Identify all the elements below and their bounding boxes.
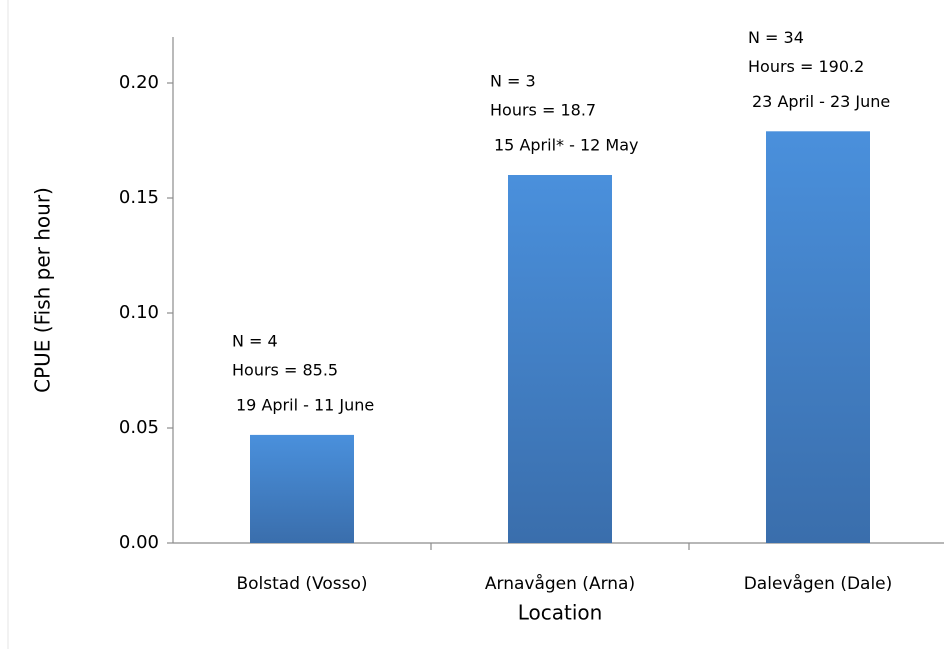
annotation: Hours = 85.5 (232, 360, 338, 379)
bar (250, 434, 354, 543)
annotation: Hours = 190.2 (748, 57, 864, 76)
x-tick-label: Bolstad (Vosso) (236, 574, 367, 594)
x-axis-label: Location (518, 601, 603, 625)
annotation: 15 April* - 12 May (494, 136, 638, 155)
annotation: N = 4 (232, 331, 278, 350)
annotation: Hours = 18.7 (490, 101, 596, 120)
bar (766, 131, 870, 544)
y-tick-label: 0.10 (119, 302, 159, 323)
x-tick-label: Dalevågen (Dale) (744, 573, 893, 594)
annotation: N = 3 (490, 72, 536, 91)
y-tick-label: 0.15 (119, 187, 159, 208)
annotation: 19 April - 11 June (236, 395, 374, 414)
annotation: N = 34 (748, 28, 804, 47)
bar (508, 175, 612, 543)
y-tick-label: 0.00 (119, 532, 159, 553)
annotation: 23 April - 23 June (752, 92, 890, 111)
y-axis-label: CPUE (Fish per hour) (31, 187, 55, 393)
y-tick-label: 0.05 (119, 417, 159, 438)
y-tick-label: 0.20 (119, 72, 159, 93)
x-tick-label: Arnavågen (Arna) (485, 573, 635, 594)
